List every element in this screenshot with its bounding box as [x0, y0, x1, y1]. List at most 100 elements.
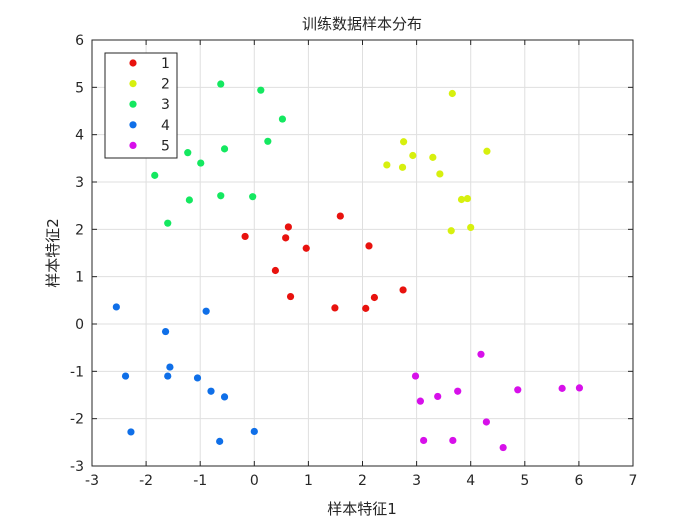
data-point [217, 192, 225, 200]
data-point [282, 234, 290, 242]
legend-label: 1 [161, 56, 170, 72]
series-3-points [151, 80, 287, 227]
legend-label: 3 [161, 97, 170, 113]
legend-marker [129, 141, 137, 149]
data-point [558, 384, 566, 392]
legend: 1 2 3 4 5 [104, 52, 178, 159]
data-point [482, 418, 490, 426]
x-tick-label: 3 [412, 473, 421, 489]
data-points [112, 80, 584, 452]
data-point [420, 436, 428, 445]
x-tick-label: 5 [520, 473, 529, 489]
series-4-points [112, 303, 258, 445]
data-point [409, 151, 417, 160]
y-tick-label: -3 [70, 459, 84, 475]
legend-box [104, 52, 178, 159]
data-point [220, 393, 229, 401]
data-point [284, 223, 292, 231]
series-5-points [411, 350, 584, 452]
data-point [365, 242, 373, 250]
y-tick-label: 5 [75, 80, 84, 96]
data-point [271, 266, 279, 275]
data-point [250, 427, 258, 436]
data-point [184, 149, 192, 157]
data-point [164, 372, 172, 380]
data-point [302, 244, 310, 252]
data-point [454, 387, 462, 395]
y-tick-label: -1 [70, 364, 84, 380]
data-point [164, 219, 172, 227]
x-tick-label: -3 [85, 473, 99, 489]
data-point [241, 232, 249, 241]
data-point [202, 307, 210, 315]
legend-label: 5 [161, 138, 170, 154]
y-tick-label: 2 [75, 222, 84, 238]
grid-lines [92, 40, 633, 466]
x-tick-label: 1 [304, 473, 313, 489]
y-tick-label: 4 [75, 128, 84, 144]
data-point [121, 372, 130, 380]
data-point [463, 194, 472, 203]
data-point [207, 387, 215, 395]
data-point [166, 363, 174, 371]
chart-title: 训练数据样本分布 [302, 15, 422, 33]
data-point [331, 304, 339, 312]
x-tick-label: 0 [250, 473, 259, 489]
data-point [399, 286, 407, 294]
legend-label: 2 [161, 77, 170, 93]
data-point [112, 303, 120, 311]
x-tick-label: 7 [629, 473, 638, 489]
data-point [286, 292, 295, 301]
data-point [257, 86, 265, 94]
data-point [264, 137, 272, 145]
data-point [411, 372, 420, 380]
data-point [398, 163, 407, 171]
data-point [216, 437, 224, 445]
legend-marker [129, 80, 137, 88]
x-tick-label: -2 [139, 473, 153, 489]
y-axis-title: 样本特征2 [44, 218, 62, 288]
x-tick-label: 6 [574, 473, 583, 489]
data-point [336, 212, 344, 220]
data-point [429, 153, 437, 161]
y-tick-label: 0 [75, 317, 84, 333]
legend-marker [129, 121, 137, 129]
data-point [434, 392, 442, 401]
data-point [217, 80, 225, 88]
x-axis-title: 样本特征1 [327, 500, 397, 518]
y-tick-label: -2 [70, 412, 84, 428]
data-point [197, 159, 205, 167]
data-point [448, 89, 456, 98]
legend-marker [129, 100, 137, 108]
legend-label: 4 [161, 118, 170, 134]
x-tick-label: -1 [193, 473, 207, 489]
data-point [249, 193, 257, 201]
data-point [220, 145, 229, 153]
data-point [467, 223, 475, 232]
data-point [127, 428, 135, 436]
data-point [370, 293, 379, 302]
series-1-points [241, 212, 407, 312]
series-2-points [383, 89, 491, 235]
data-point [447, 227, 455, 235]
data-point [575, 384, 584, 392]
x-tick-label: 2 [358, 473, 367, 489]
data-point [362, 304, 370, 312]
data-point [383, 161, 391, 169]
data-point [161, 327, 170, 336]
data-point [436, 170, 444, 178]
x-tick-label: 4 [466, 473, 475, 489]
y-tick-label: 1 [75, 270, 84, 286]
legend-marker [129, 59, 137, 67]
data-point [449, 436, 457, 445]
data-point [514, 386, 522, 394]
data-point [278, 115, 287, 123]
data-point [416, 397, 424, 405]
axis-ticks: -3 -2 -1 0 1 2 3 4 5 6 7 -3 -2 -1 0 1 2 3 4 5 6 [70, 33, 637, 489]
data-point [477, 350, 485, 358]
data-point [193, 374, 202, 382]
data-point [400, 138, 408, 146]
data-point [457, 195, 466, 204]
data-point [483, 147, 491, 155]
